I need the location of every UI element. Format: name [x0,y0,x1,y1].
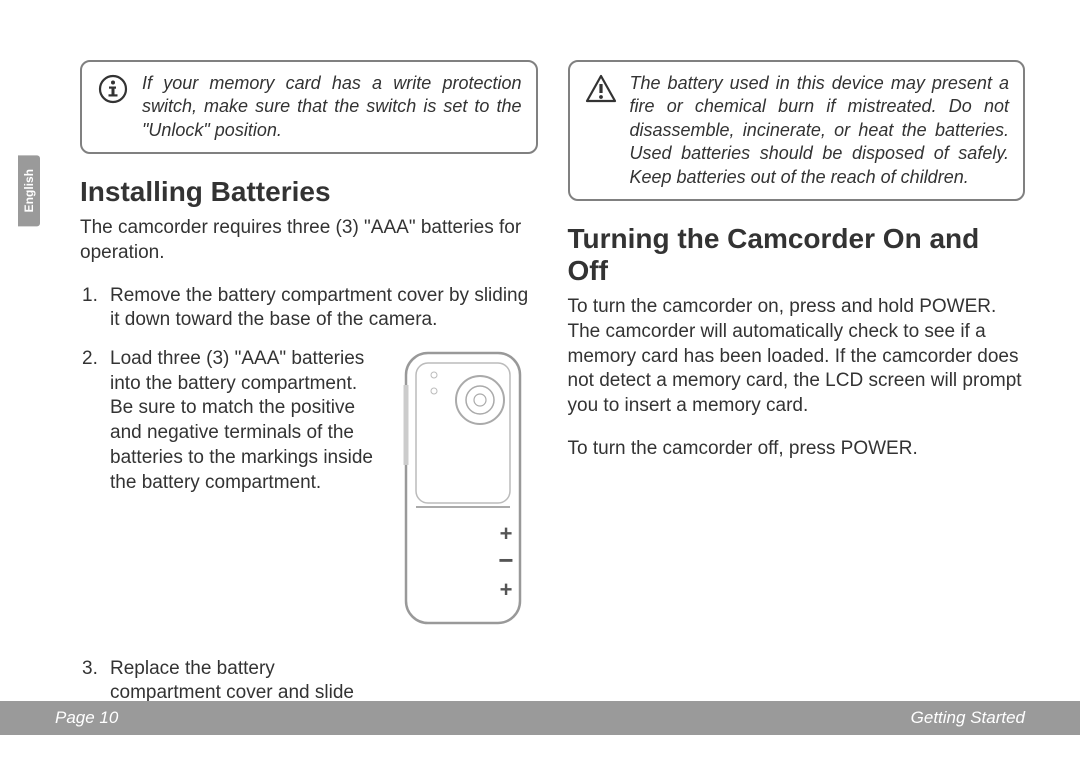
footer-bar: Page 10 Getting Started [0,701,1080,735]
svg-text:−: − [498,545,513,575]
info-text: If your memory card has a write protecti… [142,72,522,142]
step-2: Load three (3) "AAA" batteries into the … [104,347,538,643]
info-icon [96,72,130,104]
left-column: If your memory card has a write protecti… [80,60,538,761]
info-callout: If your memory card has a write protecti… [80,60,538,154]
language-tab: English [18,155,40,226]
warning-icon [584,72,618,104]
warning-text: The battery used in this device may pres… [630,72,1010,189]
svg-text:+: + [499,577,512,602]
step-2-text: Load three (3) "AAA" batteries into the … [110,348,373,492]
footer-section: Getting Started [911,708,1025,728]
page-container: English If your memory card has a write … [0,0,1080,761]
heading-installing-batteries: Installing Batteries [80,176,538,208]
warning-callout: The battery used in this device may pres… [568,60,1026,201]
heading-turning-on-off: Turning the Camcorder On and Off [568,223,1026,287]
svg-text:+: + [499,521,512,546]
right-column: The battery used in this device may pres… [568,60,1026,761]
steps-list: Remove the battery compartment cover by … [80,284,538,731]
footer-page: Page 10 [55,708,118,728]
power-on-text: To turn the camcorder on, press and hold… [568,295,1026,418]
step-1: Remove the battery compartment cover by … [104,284,538,333]
camcorder-illustration: + − + [388,345,538,643]
intro-text: The camcorder requires three (3) "AAA" b… [80,216,538,265]
power-off-text: To turn the camcorder off, press POWER. [568,437,1026,462]
